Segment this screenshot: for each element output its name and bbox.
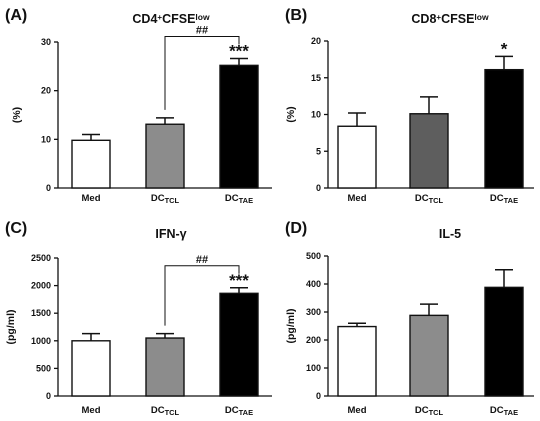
category-subscript: TAE — [504, 196, 518, 205]
category-main: DC — [225, 405, 239, 416]
category-main: DC — [490, 193, 504, 204]
category-main: DC — [151, 405, 165, 416]
x-tick-label: DCTCL — [415, 405, 444, 417]
y-axis-label: (%) — [11, 107, 23, 123]
category-subscript: TAE — [239, 408, 253, 417]
significance-marker: *** — [229, 42, 249, 61]
bar — [337, 125, 377, 189]
y-tick-label: 30 — [41, 37, 51, 47]
y-tick-label: 15 — [311, 73, 321, 83]
title-main: IFN-γ — [155, 227, 186, 241]
bar — [145, 337, 185, 397]
y-tick-label: 10 — [311, 110, 321, 120]
y-tick-label: 200 — [306, 335, 321, 345]
panel-label: (D) — [285, 220, 307, 237]
bar — [409, 314, 449, 397]
category-main: DC — [151, 193, 165, 204]
y-axis-label: (pg/ml) — [285, 309, 297, 344]
y-axis-label: (pg/ml) — [5, 310, 17, 345]
y-tick-label: 0 — [316, 391, 321, 401]
category-main: DC — [225, 193, 239, 204]
title-middle: CFSE — [162, 12, 195, 26]
bracket-label: ## — [196, 25, 208, 37]
y-tick-label: 2500 — [31, 253, 51, 263]
title-main: CD4 — [132, 12, 157, 26]
y-tick-label: 500 — [36, 363, 51, 373]
bar — [409, 113, 449, 189]
comparison-bracket — [164, 36, 240, 110]
bar — [71, 139, 111, 189]
y-tick-label: 0 — [316, 183, 321, 193]
category-main: DC — [415, 193, 429, 204]
x-tick-label: DCTAE — [225, 405, 253, 417]
title-superscript: + — [436, 13, 441, 22]
y-tick-label: 500 — [306, 251, 321, 261]
title-main: IL-5 — [439, 227, 461, 241]
x-tick-label: Med — [348, 405, 367, 416]
category-subscript: TCL — [165, 408, 180, 417]
bar — [71, 340, 111, 397]
title-superscript: + — [157, 13, 162, 22]
bar — [337, 325, 377, 397]
y-tick-label: 10 — [41, 134, 51, 144]
x-tick-label: Med — [348, 193, 367, 204]
y-tick-label: 0 — [46, 391, 51, 401]
bar — [219, 64, 259, 189]
chart-title: IL-5 — [439, 227, 461, 241]
y-tick-label: 20 — [41, 86, 51, 96]
title-superscript: low — [474, 12, 489, 22]
y-tick-label: 1000 — [31, 336, 51, 346]
significance-marker: *** — [229, 271, 249, 290]
x-tick-label: DCTCL — [151, 193, 180, 205]
x-tick-label: DCTAE — [490, 405, 518, 417]
bar — [484, 68, 524, 189]
y-tick-label: 100 — [306, 363, 321, 373]
category-main: Med — [82, 193, 101, 204]
chart-title: CD8+CFSElow — [411, 12, 489, 26]
title-main: CD8 — [411, 12, 436, 26]
x-tick-label: Med — [82, 405, 101, 416]
x-tick-label: DCTAE — [490, 193, 518, 205]
significance-marker: * — [501, 39, 508, 58]
bar — [219, 292, 259, 397]
x-tick-label: DCTCL — [415, 193, 444, 205]
title-superscript: low — [195, 12, 210, 22]
title-middle: CFSE — [441, 12, 474, 26]
x-tick-label: Med — [82, 193, 101, 204]
panel-label: (C) — [5, 220, 27, 237]
x-tick-label: DCTCL — [151, 405, 180, 417]
y-tick-label: 5 — [316, 146, 321, 156]
bar — [484, 286, 524, 397]
category-subscript: TCL — [429, 196, 444, 205]
category-main: Med — [82, 405, 101, 416]
y-tick-label: 1500 — [31, 308, 51, 318]
bracket-label: ## — [196, 254, 208, 266]
y-axis-label: (%) — [285, 106, 297, 122]
category-subscript: TAE — [504, 408, 518, 417]
bar — [145, 123, 185, 189]
y-tick-label: 0 — [46, 183, 51, 193]
panel-label: (B) — [285, 7, 307, 24]
category-main: DC — [490, 405, 504, 416]
category-main: Med — [348, 405, 367, 416]
panel-3: (C) IFN-γ 0 500 1000 1500 2000 2500 (pg/ml) Med DC… — [5, 220, 272, 417]
category-main: Med — [348, 193, 367, 204]
y-tick-label: 20 — [311, 36, 321, 46]
category-subscript: TAE — [239, 196, 253, 205]
x-tick-label: DCTAE — [225, 193, 253, 205]
comparison-bracket — [164, 265, 240, 326]
category-subscript: TCL — [429, 408, 444, 417]
chart-title: IFN-γ — [155, 227, 186, 241]
category-subscript: TCL — [165, 196, 180, 205]
chart-title: CD4+CFSElow — [132, 12, 210, 26]
y-tick-label: 2000 — [31, 281, 51, 291]
y-tick-label: 300 — [306, 307, 321, 317]
panel-label: (A) — [5, 7, 27, 24]
y-tick-label: 400 — [306, 279, 321, 289]
category-main: DC — [415, 405, 429, 416]
